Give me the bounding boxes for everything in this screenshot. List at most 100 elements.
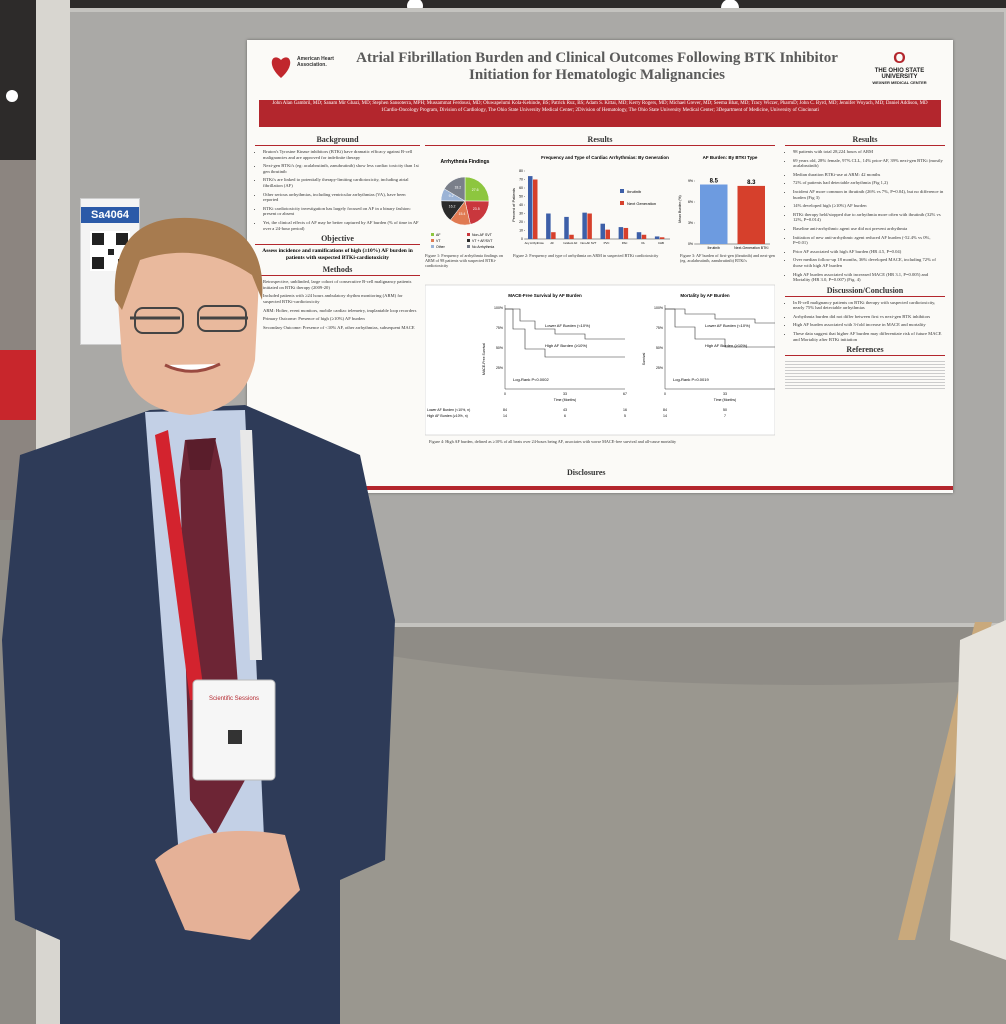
y-tick-label: 40: [519, 203, 523, 207]
legend-swatch: [431, 245, 434, 248]
pie-label: 9.2: [449, 194, 454, 198]
x-tick-label: VA: [641, 241, 645, 245]
bullet: ARM: Holter, event monitors, mobile card…: [263, 308, 420, 314]
y-tick-label: 50%: [656, 346, 663, 350]
left-column: Background Bruton's Tyrosine Kinase inhi…: [255, 132, 420, 333]
legend-swatch: [467, 233, 470, 236]
legend-label: Next Generation: [627, 201, 656, 206]
bullet: Incident AF more common in ibrutinib (26…: [793, 189, 945, 200]
caption: Figure 1: Frequency of arrhythmia findin…: [425, 253, 503, 268]
value-label: 8.3: [747, 180, 756, 186]
poster: American Heart Association. Atrial Fibri…: [247, 40, 953, 493]
osu-logo: O THE OHIO STATE UNIVERSITY WEXNER MEDIC…: [852, 50, 947, 85]
bar: [737, 185, 765, 244]
bullet: In B-cell malignancy patients on BTKi th…: [793, 300, 945, 311]
y-tick-label: 25%: [496, 366, 503, 370]
risk-count: 50: [723, 408, 727, 412]
bar: [533, 179, 538, 239]
bar: [546, 213, 551, 239]
curve-label: High AF Burden (≥10%): [705, 343, 748, 348]
bullet: Median duration BTKi-use at ARM: 42 mont…: [793, 172, 945, 178]
bullet: Bruton's Tyrosine Kinase inhibitors (BTK…: [263, 149, 420, 160]
bullet: Included patients with ≥24 hours ambulat…: [263, 293, 420, 304]
osu-line: UNIVERSITY: [881, 74, 918, 80]
osu-line: WEXNER MEDICAL CENTER: [872, 80, 927, 85]
bullet: Yet, the clinical effects of AF may be b…: [263, 220, 420, 231]
legend-swatch: [467, 239, 470, 242]
x-tick-label: 0: [504, 392, 506, 396]
bullet: Next-gen BTKi's (eg: acalabrutinib, zanu…: [263, 163, 420, 174]
legend-swatch: [431, 233, 434, 236]
x-tick-label: PAC: [622, 241, 628, 245]
bottom-band: [247, 486, 953, 490]
km-curve: [505, 308, 625, 340]
x-tick-label: Next-Generation BTKi: [734, 246, 768, 250]
session-number: Sa4064: [81, 207, 139, 223]
heading: References: [785, 345, 945, 357]
bar: [659, 237, 665, 239]
x-tick-label: PVC: [604, 241, 610, 245]
risk-count: 14: [503, 414, 507, 418]
x-tick-label: Ibrutinib: [708, 246, 721, 250]
bullet: High AF burden associated with increased…: [793, 272, 945, 283]
y-tick-label: 6%: [688, 200, 693, 204]
heading: Methods: [255, 265, 420, 277]
risk-count: 43: [563, 408, 567, 412]
legend-swatch: [620, 189, 624, 193]
x-tick-label: Incident AF: [563, 241, 577, 245]
bar: [582, 212, 587, 239]
affiliations: 1Cardio-Oncology Program, Division of Ca…: [381, 107, 819, 113]
risk-count: 16: [623, 408, 627, 412]
bullet: BTKi cardiotoxicity investigation has la…: [263, 206, 420, 217]
bullet: Other serious arrhythmias, including ven…: [263, 192, 420, 203]
bar: [564, 216, 569, 239]
pie-label: 15.4: [459, 212, 466, 216]
bullet: Arrhythmia burden did not differ between…: [793, 314, 945, 320]
y-tick-label: 50%: [496, 346, 503, 350]
bar: [528, 176, 533, 239]
figures: Arrhythmia Findings 27.6 AF 23.5 Non-AF SVT 1…: [424, 155, 787, 444]
methods-list: Retrospective, unblinded, large cohort o…: [255, 279, 420, 330]
bar: [700, 184, 728, 244]
bullet: Secondary Outcome: Presence of <10% AF, …: [263, 325, 420, 331]
axis-label: Survival: [642, 353, 646, 366]
km-curve: [505, 308, 625, 358]
bar: [551, 232, 556, 239]
fig-title: Arrhythmia Findings: [441, 159, 490, 165]
row-label: Lower AF Burden (<10%, n): [427, 408, 470, 412]
y-tick-label: 0%: [688, 242, 693, 246]
bullet: 14% developed high (≥10%) AF burden: [793, 203, 945, 209]
x-tick-label: 33: [563, 392, 567, 396]
bar: [636, 232, 642, 239]
badge-text: Scientific Sessions: [209, 696, 259, 702]
legend-label: Ibrutinib: [627, 189, 642, 194]
pie-label: 18.2: [454, 185, 461, 189]
bullet: Prior AF associated with high AF burden …: [793, 249, 945, 255]
osu-line: THE OHIO STATE: [874, 68, 925, 74]
authors: John Alan Gambril, MD; Sanam Mir Ghazi, …: [272, 101, 928, 106]
legend-label: Non-AF SVT: [472, 233, 493, 237]
risk-count: 7: [724, 414, 726, 418]
pie-label: 23.5: [473, 207, 480, 211]
background-list: Bruton's Tyrosine Kinase inhibitors (BTK…: [255, 149, 420, 231]
risk-count: 14: [663, 414, 667, 418]
bullet: Baseline anti-arrhythmic agent use did n…: [793, 226, 945, 232]
fig-title: AF Burden: By BTKI Type: [703, 155, 758, 160]
legend-label: VT + AF/SVT: [472, 239, 493, 243]
y-tick-label: 9%: [688, 179, 693, 183]
bullet: Over median follow-up 18 months, 36% dev…: [793, 257, 945, 268]
bar: [600, 223, 605, 239]
y-tick-label: 50: [519, 195, 523, 199]
x-tick-label: CHB: [658, 241, 664, 245]
bullet: BTKi therapy held/stopped due to arrhyth…: [793, 212, 945, 223]
author-band: John Alan Gambril, MD; Sanam Mir Ghazi, …: [259, 100, 941, 127]
fig4-frame: [424, 284, 776, 436]
x-tick-label: 33: [723, 392, 727, 396]
x-tick-label: Any Arrhythmia: [525, 241, 544, 245]
heading: Disclosures: [567, 468, 606, 477]
references-text: [785, 359, 945, 390]
bullet: Retrospective, unblinded, large cohort o…: [263, 279, 420, 290]
pie-slice: [464, 176, 490, 202]
